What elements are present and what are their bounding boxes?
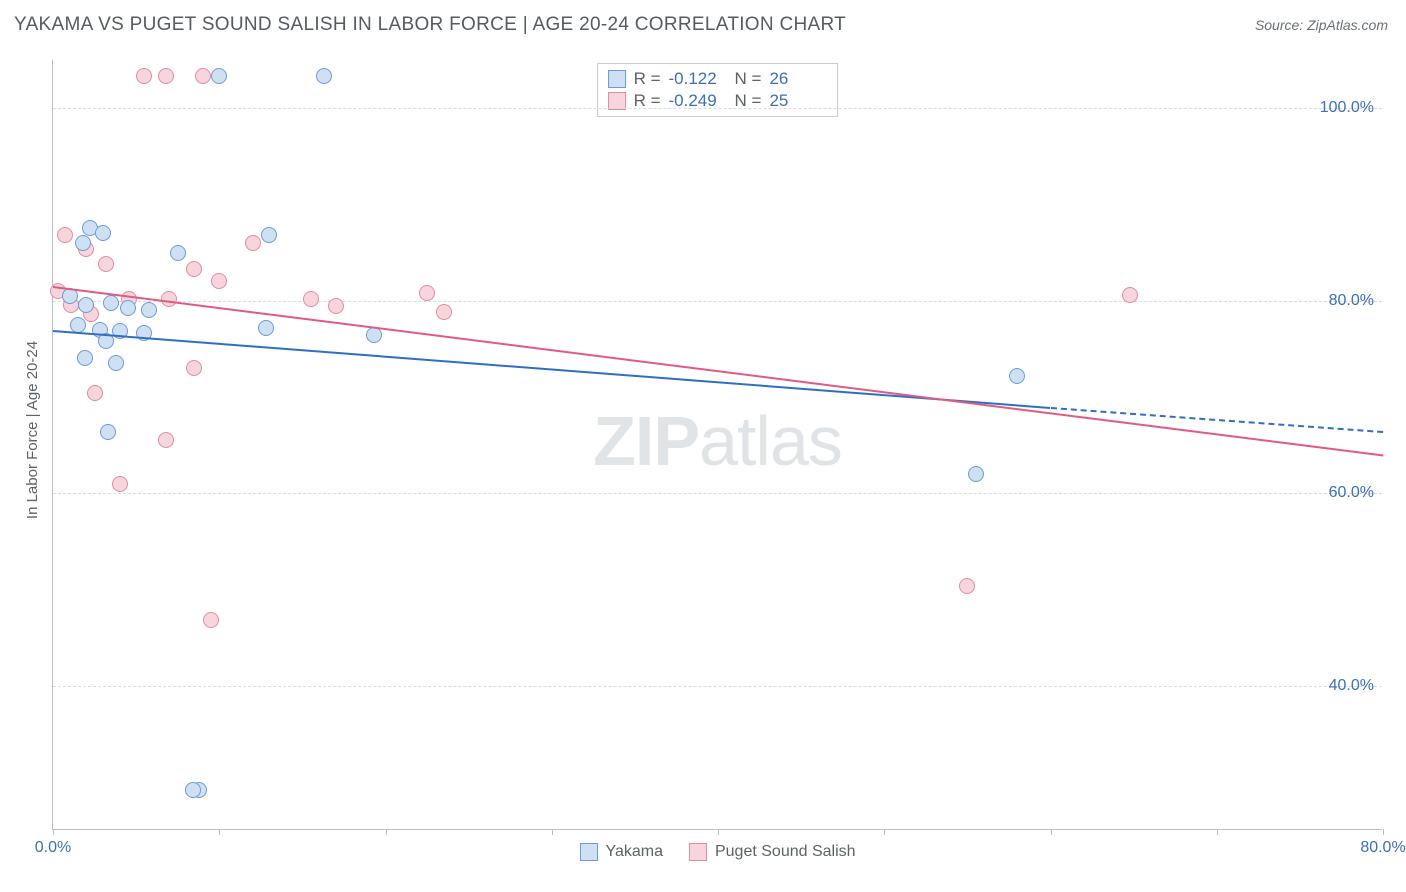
data-point bbox=[328, 298, 344, 314]
data-point bbox=[959, 578, 975, 594]
data-point bbox=[120, 300, 136, 316]
x-tick-label: 80.0% bbox=[1360, 839, 1405, 857]
x-tick bbox=[884, 829, 885, 835]
data-point bbox=[103, 295, 119, 311]
data-point bbox=[316, 68, 332, 84]
data-point bbox=[112, 476, 128, 492]
data-point bbox=[245, 235, 261, 251]
x-tick bbox=[552, 829, 553, 835]
y-tick-label: 80.0% bbox=[1329, 292, 1374, 310]
x-tick bbox=[1051, 829, 1052, 835]
gridline bbox=[53, 493, 1382, 494]
watermark-bold: ZIP bbox=[593, 402, 699, 480]
data-point bbox=[100, 424, 116, 440]
data-point bbox=[57, 227, 73, 243]
data-point bbox=[261, 227, 277, 243]
series-legend-item: Puget Sound Salish bbox=[689, 843, 856, 861]
data-point bbox=[87, 385, 103, 401]
chart-title: YAKAMA VS PUGET SOUND SALISH IN LABOR FO… bbox=[14, 14, 846, 36]
source-attribution: Source: ZipAtlas.com bbox=[1255, 17, 1388, 33]
series-legend-label: Puget Sound Salish bbox=[715, 843, 856, 861]
data-point bbox=[70, 317, 86, 333]
stat-N-value: 26 bbox=[769, 69, 827, 89]
x-tick bbox=[386, 829, 387, 835]
data-point bbox=[77, 350, 93, 366]
y-tick-label: 40.0% bbox=[1329, 677, 1374, 695]
data-point bbox=[158, 432, 174, 448]
y-tick-label: 100.0% bbox=[1320, 99, 1374, 117]
watermark-light: atlas bbox=[699, 402, 842, 480]
x-tick bbox=[219, 829, 220, 835]
y-axis-label: In Labor Force | Age 20-24 bbox=[24, 341, 41, 519]
data-point bbox=[161, 291, 177, 307]
title-bar: YAKAMA VS PUGET SOUND SALISH IN LABOR FO… bbox=[10, 10, 1396, 46]
plot-area: ZIPatlas R =-0.122N =26R =-0.249N =25 Ya… bbox=[52, 60, 1382, 830]
trend-line bbox=[53, 330, 1051, 409]
stat-R-value: -0.122 bbox=[669, 69, 727, 89]
gridline bbox=[53, 686, 1382, 687]
data-point bbox=[211, 273, 227, 289]
data-point bbox=[258, 320, 274, 336]
data-point bbox=[98, 256, 114, 272]
data-point bbox=[78, 297, 94, 313]
data-point bbox=[195, 68, 211, 84]
data-point bbox=[968, 466, 984, 482]
data-point bbox=[211, 68, 227, 84]
data-point bbox=[203, 612, 219, 628]
x-tick bbox=[1383, 829, 1384, 835]
series-legend-label: Yakama bbox=[605, 843, 663, 861]
trend-line bbox=[53, 286, 1383, 456]
data-point bbox=[186, 360, 202, 376]
y-tick-label: 60.0% bbox=[1329, 484, 1374, 502]
legend-swatch bbox=[579, 843, 597, 861]
data-point bbox=[158, 68, 174, 84]
data-point bbox=[436, 304, 452, 320]
chart-container: YAKAMA VS PUGET SOUND SALISH IN LABOR FO… bbox=[10, 10, 1396, 882]
x-tick-label: 0.0% bbox=[35, 839, 71, 857]
x-tick bbox=[718, 829, 719, 835]
series-legend: Yakama Puget Sound Salish bbox=[579, 843, 855, 861]
stats-row: R = -0.122 N = 26 bbox=[608, 68, 828, 90]
gridline bbox=[53, 301, 1382, 302]
gridline bbox=[53, 108, 1382, 109]
legend-swatch bbox=[689, 843, 707, 861]
data-point bbox=[186, 261, 202, 277]
series-legend-item: Yakama bbox=[579, 843, 663, 861]
data-point bbox=[366, 327, 382, 343]
data-point bbox=[136, 68, 152, 84]
data-point bbox=[303, 291, 319, 307]
watermark: ZIPatlas bbox=[593, 401, 842, 481]
data-point bbox=[75, 235, 91, 251]
data-point bbox=[108, 355, 124, 371]
data-point bbox=[1122, 287, 1138, 303]
legend-swatch bbox=[608, 70, 626, 88]
x-tick bbox=[1217, 829, 1218, 835]
data-point bbox=[185, 782, 201, 798]
data-point bbox=[141, 302, 157, 318]
data-point bbox=[419, 285, 435, 301]
data-point bbox=[1009, 368, 1025, 384]
stat-N-label: N = bbox=[735, 69, 762, 89]
x-tick bbox=[53, 829, 54, 835]
data-point bbox=[95, 225, 111, 241]
stat-R-label: R = bbox=[634, 69, 661, 89]
data-point bbox=[170, 245, 186, 261]
